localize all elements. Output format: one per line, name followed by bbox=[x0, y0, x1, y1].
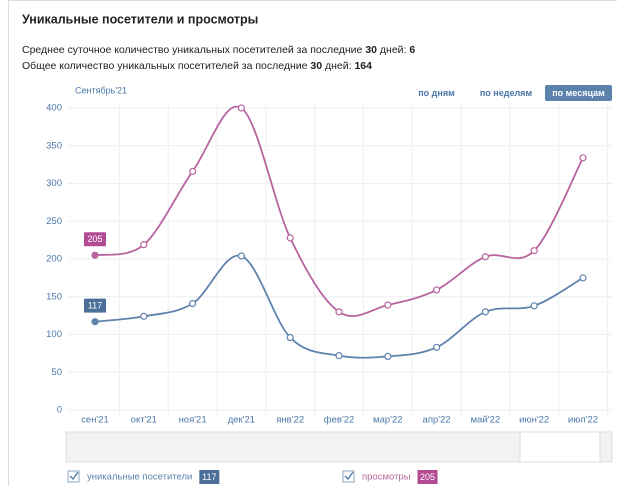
x-tick-label: мар'22 bbox=[373, 415, 402, 426]
data-point bbox=[433, 343, 441, 351]
data-point bbox=[91, 251, 99, 259]
button-label[interactable]: по месяцам bbox=[552, 88, 605, 98]
legend-badge bbox=[417, 470, 438, 484]
y-tick-label: 150 bbox=[46, 291, 62, 302]
data-point bbox=[579, 274, 587, 282]
summary-after: дней: bbox=[322, 60, 354, 72]
data-point bbox=[384, 301, 392, 309]
data-point bbox=[91, 318, 99, 326]
x-tick-label: май'22 bbox=[471, 415, 501, 426]
data-point bbox=[481, 308, 489, 316]
legend-value: 117 bbox=[202, 472, 216, 482]
series-line bbox=[94, 254, 584, 359]
x-tick-label: июл'22 bbox=[568, 415, 598, 426]
legend-badge bbox=[199, 470, 220, 484]
data-point bbox=[433, 286, 441, 294]
period-button[interactable]: по дням bbox=[418, 88, 455, 98]
summary-line: Среднее суточное количество уникальных п… bbox=[22, 44, 415, 56]
button-label[interactable]: по дням bbox=[418, 88, 455, 98]
x-tick-label: фев'22 bbox=[324, 415, 355, 426]
data-point bbox=[579, 154, 587, 162]
plot-area bbox=[68, 103, 612, 411]
data-point bbox=[189, 167, 197, 176]
tooltip-badge bbox=[84, 232, 106, 247]
data-point bbox=[286, 234, 294, 242]
x-tick-label: апр'22 bbox=[423, 415, 451, 426]
period-button[interactable]: по неделям bbox=[480, 88, 533, 98]
y-tick-label: 300 bbox=[46, 178, 62, 189]
legend-checkbox bbox=[342, 470, 355, 483]
summary-before: Среднее суточное количество уникальных п… bbox=[22, 44, 365, 56]
tooltip-value: 117 bbox=[88, 301, 102, 311]
legend-item[interactable]: просмотры 205 bbox=[342, 470, 438, 484]
data-point bbox=[335, 308, 343, 316]
legend-check bbox=[69, 471, 79, 481]
data-point bbox=[140, 312, 148, 320]
data-point bbox=[237, 252, 245, 260]
data-point bbox=[237, 104, 245, 112]
legend-item[interactable]: уникальные посетители 117 bbox=[67, 470, 220, 484]
legend-label: просмотры bbox=[362, 472, 411, 483]
chart-title: Уникальные посетители и просмотры bbox=[22, 12, 258, 26]
legend-check bbox=[344, 471, 354, 481]
summary-days: 30 bbox=[310, 60, 322, 72]
tooltip-badge bbox=[84, 298, 106, 313]
button-label[interactable]: по неделям bbox=[480, 88, 533, 98]
data-point bbox=[140, 241, 148, 249]
y-tick-label: 50 bbox=[51, 367, 62, 378]
summary-value: 6 bbox=[409, 44, 415, 56]
period-label: Сентябрь'21 bbox=[75, 85, 127, 95]
x-tick-label: окт'21 bbox=[131, 415, 157, 426]
y-tick-label: 100 bbox=[46, 329, 62, 340]
series-line bbox=[94, 105, 584, 317]
buttons: по дням по неделям по месяцам bbox=[418, 85, 612, 101]
x-tick-label: сен'21 bbox=[81, 415, 109, 426]
summary-value: 164 bbox=[354, 60, 372, 72]
y-tick-label: 350 bbox=[46, 140, 62, 151]
summary: Среднее суточное количество уникальных п… bbox=[22, 44, 415, 72]
y-tick-label: 200 bbox=[46, 254, 62, 265]
navigator-window bbox=[519, 431, 601, 463]
data-point bbox=[530, 247, 538, 255]
data-point bbox=[189, 299, 197, 308]
legend: уникальные посетители 117 просмотры 205 bbox=[67, 470, 438, 484]
data-point bbox=[384, 352, 392, 360]
y-tick-label: 250 bbox=[46, 216, 62, 227]
summary-line: Общее количество уникальных посетителей … bbox=[22, 60, 372, 72]
summary-days: 30 bbox=[365, 44, 377, 56]
y-tick-label: 0 bbox=[57, 405, 62, 416]
data-point bbox=[530, 302, 538, 310]
button-bg bbox=[545, 85, 612, 101]
plot: 0 50 100 150 200 250 300 350 400 сен'21 окт'21 ноя'… bbox=[46, 103, 612, 426]
x-tick-label: янв'22 bbox=[276, 415, 304, 426]
legend-label: уникальные посетители bbox=[87, 472, 192, 483]
x-tick-label: дек'21 bbox=[228, 415, 255, 426]
data-point bbox=[335, 352, 343, 360]
summary-after: дней: bbox=[377, 44, 409, 56]
x-tick-label: июн'22 bbox=[519, 415, 549, 426]
summary-before: Общее количество уникальных посетителей … bbox=[22, 60, 310, 72]
tooltip-value: 205 bbox=[87, 234, 102, 244]
period-button[interactable]: по месяцам bbox=[545, 85, 612, 101]
legend-checkbox bbox=[67, 470, 80, 483]
data-point bbox=[481, 253, 489, 261]
legend-value: 205 bbox=[420, 472, 435, 482]
y-tick-label: 400 bbox=[46, 103, 62, 114]
x-tick-label: ноя'21 bbox=[179, 415, 207, 426]
data-point bbox=[286, 333, 294, 342]
